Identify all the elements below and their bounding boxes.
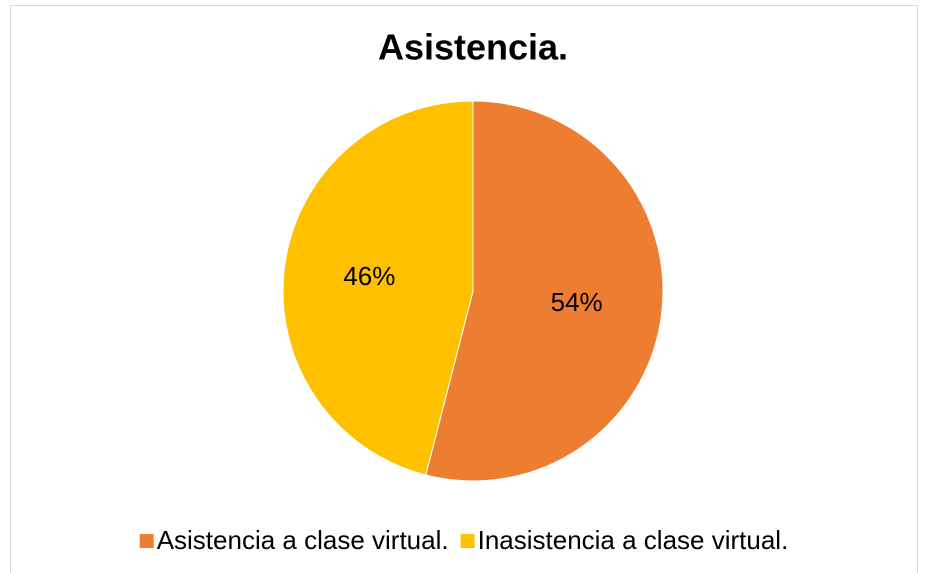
legend: Asistencia a clase virtual. Inasistencia … (139, 525, 789, 555)
data-label: 54% (551, 287, 603, 317)
legend-swatch (139, 534, 154, 548)
pie-slice (425, 100, 664, 482)
data-label: 46% (343, 261, 395, 291)
legend-label: Inasistencia a clase virtual. (478, 525, 789, 555)
chart-title: Asistencia. (378, 27, 568, 68)
legend-swatch (460, 534, 475, 548)
legend-label: Asistencia a clase virtual. (157, 525, 449, 555)
pie-slice (282, 100, 474, 476)
